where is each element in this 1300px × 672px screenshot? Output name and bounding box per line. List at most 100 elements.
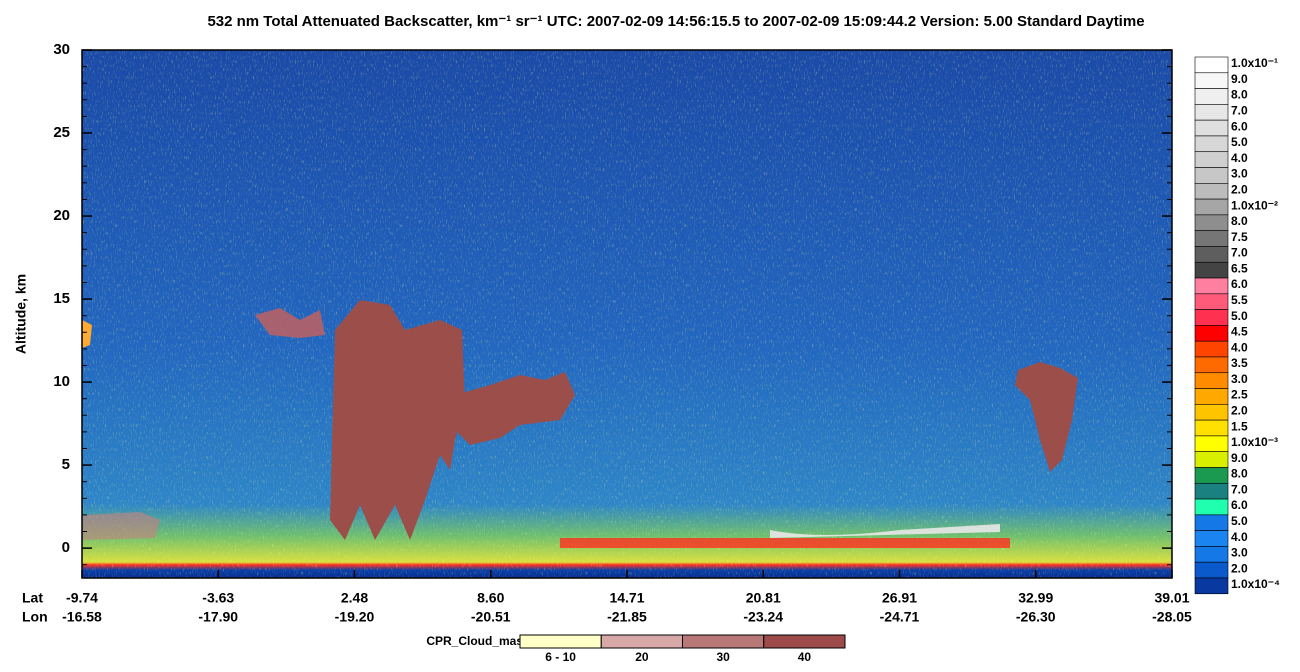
colorbar-swatch [1194, 88, 1229, 105]
colorbar-label: 7.0 [1231, 246, 1248, 260]
lat-tick-label: 2.48 [341, 590, 368, 606]
cpr-category-label: 20 [635, 650, 649, 664]
colorbar-label: 9.0 [1231, 451, 1248, 465]
colorbar-label: 5.5 [1231, 293, 1248, 307]
colorbar-swatch [1194, 151, 1229, 168]
colorbar-swatch [1194, 451, 1229, 468]
colorbar-label: 1.0x10⁻² [1231, 198, 1278, 212]
colorbar-label: 6.0 [1231, 277, 1248, 291]
colorbar-label: 5.0 [1231, 135, 1248, 149]
lat-tick-label: 26.91 [882, 590, 917, 606]
colorbar-label: 1.0x10⁻³ [1231, 435, 1278, 449]
lon-tick-label: -17.90 [198, 609, 238, 625]
colorbar-label: 2.5 [1231, 388, 1248, 402]
cpr-category-label: 30 [716, 650, 730, 664]
y-tick-label: 25 [53, 124, 70, 141]
colorbar-swatch [1194, 72, 1229, 89]
colorbar-label: 5.0 [1231, 514, 1248, 528]
colorbar-label: 3.0 [1231, 546, 1248, 560]
y-tick-label: 5 [62, 456, 70, 473]
cpr-legend-label: CPR_Cloud_mask [426, 634, 530, 648]
lon-tick-label: -19.20 [335, 609, 375, 625]
colorbar-swatch [1194, 119, 1229, 137]
colorbar-swatch [1194, 56, 1229, 74]
colorbar-label: 7.5 [1231, 230, 1248, 244]
lon-tick-label: -23.24 [743, 609, 783, 625]
colorbar-label: 6.0 [1231, 119, 1248, 133]
colorbar-swatch [1194, 261, 1229, 279]
colorbar-label: 3.0 [1231, 372, 1248, 386]
colorbar-label: 4.0 [1231, 340, 1248, 354]
lat-tick-label: 32.99 [1018, 590, 1053, 606]
lon-tick-label: -26.30 [1016, 609, 1056, 625]
colorbar-label: 1.0x10⁻¹ [1231, 56, 1278, 70]
colorbar-swatch [1194, 482, 1229, 500]
colorbar-label: 3.5 [1231, 356, 1248, 370]
colorbar-label: 9.0 [1231, 72, 1248, 86]
colorbar-label: 4.0 [1231, 151, 1248, 165]
lat-tick-label: 14.71 [609, 590, 644, 606]
y-tick-label: 20 [53, 207, 70, 224]
colorbar-label: 3.0 [1231, 167, 1248, 181]
colorbar-swatch [1194, 325, 1229, 342]
colorbar-swatch [1194, 467, 1229, 484]
colorbar-swatch [1194, 198, 1229, 216]
colorbar-label: 7.0 [1231, 104, 1248, 118]
cpr-category-label: 40 [798, 650, 812, 664]
cpr-swatch [763, 634, 846, 649]
y-tick-label: 0 [62, 539, 70, 556]
colorbar-label: 6.0 [1231, 498, 1248, 512]
lon-label: Lon [22, 609, 48, 625]
colorbar-label: 4.0 [1231, 530, 1248, 544]
colorbar-swatch [1194, 372, 1229, 389]
colorbar-swatch [1194, 388, 1229, 405]
lat-tick-label: 39.01 [1154, 590, 1189, 606]
lon-tick-label: -28.05 [1152, 609, 1192, 625]
colorbar-label: 5.0 [1231, 309, 1248, 323]
cpr-swatch [600, 634, 683, 649]
colorbar-swatch [1194, 577, 1229, 595]
colorbar-swatch [1194, 135, 1229, 153]
lon-tick-label: -20.51 [471, 609, 511, 625]
colorbar-swatch [1194, 498, 1229, 516]
y-tick-label: 10 [53, 373, 70, 390]
colorbar-swatch [1194, 277, 1229, 295]
lon-tick-label: -21.85 [607, 609, 647, 625]
colorbar-swatch [1194, 167, 1229, 184]
backscatter-image [82, 50, 1172, 578]
colorbar-swatch [1194, 104, 1229, 121]
colorbar-swatch [1194, 530, 1229, 547]
colorbar-swatch [1194, 514, 1229, 531]
colorbar-swatch [1194, 546, 1229, 563]
colorbar-swatch [1194, 246, 1229, 263]
y-tick-label: 15 [53, 290, 70, 307]
colorbar-label: 2.0 [1231, 404, 1248, 418]
colorbar-label: 8.0 [1231, 88, 1248, 102]
colorbar-label: 2.0 [1231, 182, 1248, 196]
chart-title: 532 nm Total Attenuated Backscatter, km⁻… [207, 13, 1144, 30]
colorbar-label: 4.5 [1231, 325, 1248, 339]
lat-tick-label: -9.74 [66, 590, 98, 606]
lat-tick-label: -3.63 [202, 590, 234, 606]
lat-tick-label: 8.60 [477, 590, 504, 606]
colorbar-swatch [1194, 309, 1229, 326]
cpr-swatch [682, 634, 765, 649]
cpr-category-label: 6 - 10 [545, 650, 576, 664]
y-tick-label: 30 [53, 41, 70, 58]
colorbar-swatch [1194, 183, 1229, 200]
colorbar-label: 1.5 [1231, 419, 1248, 433]
lat-label: Lat [22, 590, 43, 606]
lon-tick-label: -24.71 [880, 609, 920, 625]
colorbar-label: 7.0 [1231, 482, 1248, 496]
colorbar-swatch [1194, 561, 1229, 579]
colorbar-swatch [1194, 404, 1229, 421]
lat-tick-label: 20.81 [746, 590, 781, 606]
colorbar-label: 8.0 [1231, 214, 1248, 228]
colorbar-label: 8.0 [1231, 467, 1248, 481]
lon-tick-label: -16.58 [62, 609, 102, 625]
colorbar-swatch [1194, 230, 1229, 247]
colorbar-swatch [1194, 214, 1229, 231]
cpr-swatch [519, 634, 602, 649]
colorbar-label: 2.0 [1231, 561, 1248, 575]
